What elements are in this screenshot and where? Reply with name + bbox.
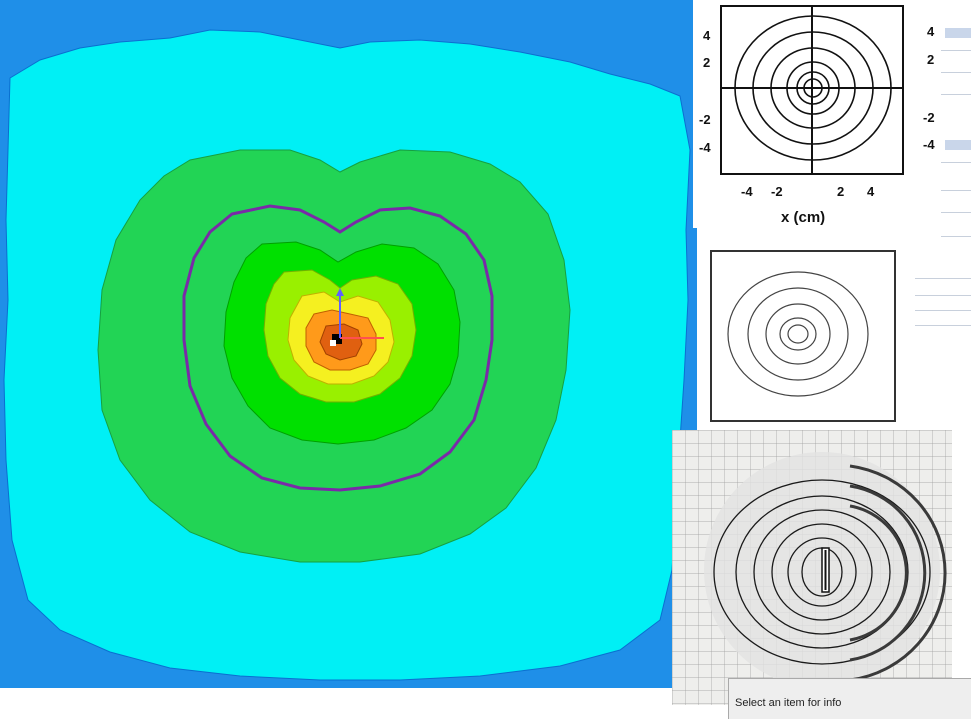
ref-top-x-label: x (cm) [781,209,825,226]
graph-arc [849,484,927,662]
side-label: -4 [923,137,935,152]
side-rule [941,50,971,51]
source-marker [332,334,342,344]
graph-arc [849,464,947,682]
ref-top-x-tick: -4 [741,184,753,199]
ref-top-y-tick: 2 [703,55,710,70]
graph-contour [713,479,931,665]
ref-top-contour [752,31,874,145]
ref-top-x-tick: -2 [771,184,783,199]
ref-mid-contour [787,324,809,344]
ref-top-contour [803,78,823,98]
ref-mid-frame [710,250,896,422]
ref-top-contour [770,47,856,129]
status-text: Select an item for info [735,697,842,709]
ref-top-y-tick: 4 [703,28,711,43]
ref-top-contour [796,71,830,105]
ref-top-x-tick: 4 [867,184,875,199]
side-rule [941,190,971,191]
ref-top-y-tick: -2 [699,112,711,127]
side-label: 2 [927,52,935,67]
side-rule [915,278,971,279]
ref-mid-contour [727,271,869,397]
ref-top-contour [734,15,892,161]
side-panel: 4 2 -2 -4 [905,0,971,330]
graph-contour [735,495,909,649]
ref-mid-contour [779,317,817,351]
reference-plot-top: 4 2 -2 -4 -4 -2 2 4 x (cm) [693,0,905,228]
source-marker-white [330,340,336,346]
side-rule [941,236,971,237]
reference-plot-middle [708,248,898,424]
status-bar: Select an item for info [728,678,971,719]
ref-mid-contour [747,287,849,381]
ref-mid-contour [765,303,831,365]
side-label: 4 [927,24,935,39]
y-axis-arrowhead [336,288,344,296]
side-rule [941,72,971,73]
ref-top-contour [786,61,840,115]
side-rule [941,94,971,95]
side-rule [941,212,971,213]
side-rule [941,162,971,163]
plot-bottom-margin [0,688,700,718]
graph-contour [753,509,891,635]
ref-top-x-tick: 2 [837,184,844,199]
side-chip [945,28,971,38]
graph-arc [849,504,908,642]
side-label: -2 [923,110,935,125]
reference-plot-graph-paper [672,430,952,705]
side-chip [945,140,971,150]
side-rule [915,310,971,311]
ref-top-y-tick: -4 [699,140,711,155]
side-rule [915,295,971,296]
side-rule [915,325,971,326]
graph-contour [771,523,873,621]
dose-contour-plot [0,0,697,690]
graph-contour [787,537,857,607]
